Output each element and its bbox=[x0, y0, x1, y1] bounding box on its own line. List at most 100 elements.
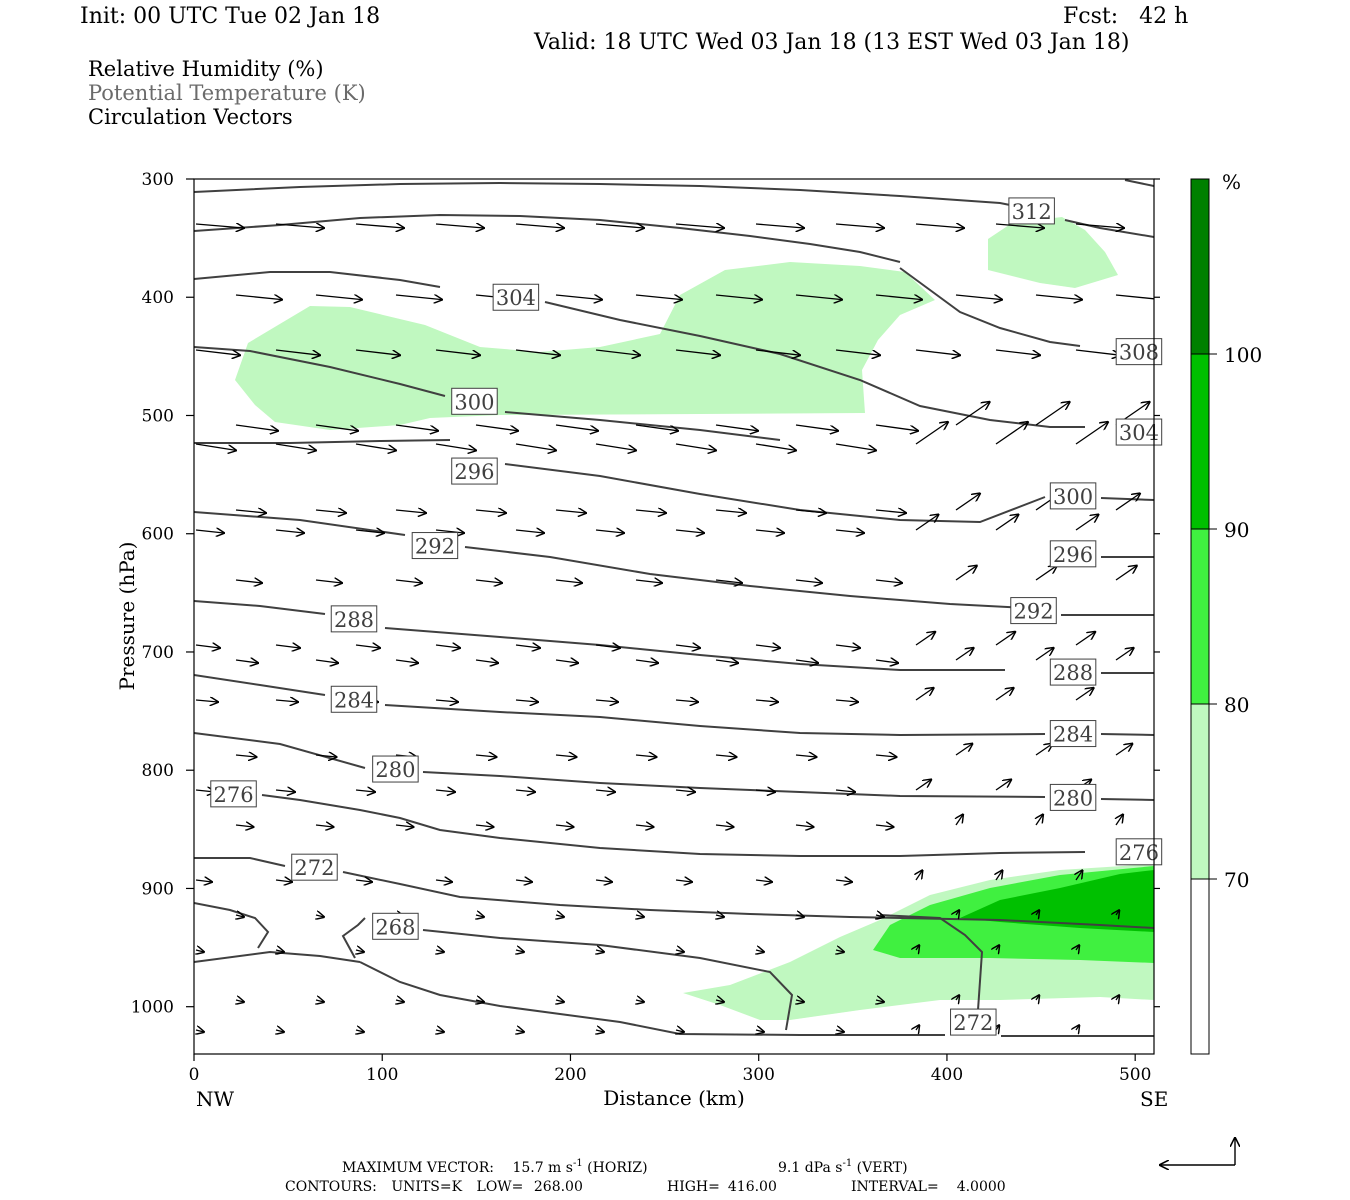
reference-vector-icon bbox=[1160, 1138, 1235, 1165]
circulation-vector bbox=[716, 1000, 724, 1002]
circulation-vector bbox=[955, 295, 1002, 300]
circulation-vector bbox=[355, 530, 384, 533]
circulation-vector bbox=[675, 349, 720, 355]
circulation-vector bbox=[396, 1000, 404, 1002]
circulation-vector bbox=[1115, 648, 1134, 661]
colorbar-segment bbox=[1191, 354, 1209, 529]
colorbar-level-label: 80 bbox=[1224, 693, 1249, 717]
circulation-vector bbox=[715, 424, 758, 431]
circulation-vector bbox=[836, 1030, 844, 1032]
circulation-vector bbox=[435, 700, 458, 702]
circulation-vector bbox=[316, 915, 324, 917]
contour-label-box bbox=[330, 685, 378, 713]
circulation-vector bbox=[995, 422, 1028, 445]
footer-interval: INTERVAL= 4.0000 bbox=[851, 1179, 1006, 1195]
circulation-vector bbox=[915, 422, 948, 445]
plot-frame bbox=[193, 178, 1155, 1055]
circulation-vector bbox=[355, 443, 396, 450]
circulation-vector bbox=[195, 645, 220, 648]
circulation-vector bbox=[835, 700, 858, 702]
circulation-vector bbox=[1035, 295, 1082, 300]
y-tick-label: 600 bbox=[142, 525, 174, 545]
circulation-vector bbox=[515, 790, 535, 792]
circulation-vector bbox=[235, 825, 254, 827]
circulation-vector bbox=[515, 530, 544, 533]
circulation-vector bbox=[876, 915, 884, 917]
circulation-vector bbox=[755, 880, 772, 882]
contour-label-box bbox=[1010, 597, 1057, 625]
theta-contour bbox=[422, 771, 1046, 798]
circulation-vector bbox=[1075, 422, 1108, 445]
contour-label: 308 bbox=[1119, 341, 1159, 365]
circulation-vector bbox=[875, 755, 897, 757]
circulation-vector bbox=[835, 349, 880, 355]
theta-contour bbox=[1100, 798, 1154, 801]
colorbar-segment bbox=[1191, 529, 1209, 704]
circulation-vector bbox=[995, 515, 1018, 531]
circulation-vector bbox=[636, 915, 644, 917]
circulation-vector bbox=[635, 295, 682, 300]
circulation-vector bbox=[675, 700, 698, 702]
footer-vert-vector: 9.1 dPa s-1 (VERT) bbox=[778, 1158, 908, 1176]
circulation-vector bbox=[595, 790, 615, 792]
contour-label-box bbox=[451, 387, 498, 415]
contour-label: 276 bbox=[213, 783, 253, 807]
circulation-vector bbox=[996, 945, 999, 950]
circulation-vector bbox=[1076, 870, 1082, 881]
circulation-vector bbox=[675, 880, 692, 882]
theta-contour bbox=[194, 902, 270, 949]
circulation-vector bbox=[756, 950, 764, 952]
colorbar-segment bbox=[1191, 704, 1209, 879]
circulation-vector bbox=[195, 530, 224, 533]
circulation-vector bbox=[835, 530, 864, 533]
circulation-vector bbox=[475, 424, 518, 431]
circulation-vector bbox=[1036, 815, 1043, 826]
contour-label: 288 bbox=[334, 608, 374, 632]
theta-contour bbox=[1100, 733, 1154, 736]
circulation-vector bbox=[755, 790, 775, 792]
circulation-vector bbox=[355, 880, 372, 882]
theta-contour bbox=[342, 871, 1154, 929]
circulation-vector bbox=[955, 566, 977, 581]
theta-contours bbox=[194, 179, 1154, 1037]
circulation-vector bbox=[795, 580, 822, 583]
circulation-vector bbox=[676, 1030, 684, 1032]
circulation-vector bbox=[915, 224, 964, 228]
y-tick-label: 500 bbox=[142, 406, 174, 426]
circulation-vector bbox=[675, 645, 700, 648]
theta-contour bbox=[1124, 179, 1154, 187]
contour-label-box bbox=[1008, 197, 1055, 225]
circulation-vector bbox=[235, 660, 258, 663]
x-tick-label: 200 bbox=[554, 1065, 586, 1085]
circulation-vector bbox=[1075, 688, 1094, 701]
x-tick-label: 500 bbox=[1119, 1065, 1151, 1085]
circulation-vector bbox=[915, 632, 935, 646]
contour-label: 304 bbox=[1119, 421, 1159, 445]
circulation-vector bbox=[475, 660, 498, 663]
circulation-vector bbox=[595, 349, 640, 355]
circulation-vector bbox=[635, 825, 654, 827]
theta-contour bbox=[194, 600, 326, 615]
theta-contour bbox=[194, 181, 1011, 206]
circulation-vector bbox=[1115, 566, 1137, 581]
circulation-vector bbox=[955, 648, 974, 661]
contour-label-box bbox=[372, 755, 419, 783]
circulation-vector bbox=[355, 645, 380, 648]
contour-label-box bbox=[1049, 658, 1097, 686]
theta-contour bbox=[879, 914, 984, 1011]
theta-contour bbox=[194, 271, 441, 288]
circulation-vector bbox=[476, 1000, 484, 1002]
circulation-vector bbox=[195, 880, 212, 882]
rh-70-80-region bbox=[235, 262, 935, 430]
circulation-vector bbox=[995, 224, 1044, 228]
circulation-vector bbox=[835, 880, 852, 882]
circulation-vector bbox=[1116, 910, 1119, 915]
circulation-vector bbox=[595, 443, 636, 450]
circulation-vector bbox=[556, 915, 564, 917]
circulation-vector bbox=[996, 870, 1002, 881]
circulation-vector bbox=[275, 880, 292, 882]
circulation-vector bbox=[796, 915, 804, 917]
circulation-vector bbox=[875, 424, 918, 431]
circulation-vector bbox=[435, 530, 464, 533]
circulation-vector bbox=[756, 1030, 764, 1032]
